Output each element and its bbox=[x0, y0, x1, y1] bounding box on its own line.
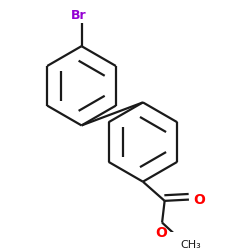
Text: O: O bbox=[194, 192, 205, 206]
Text: Br: Br bbox=[71, 9, 87, 22]
Text: O: O bbox=[155, 226, 167, 240]
Text: CH₃: CH₃ bbox=[180, 240, 201, 250]
